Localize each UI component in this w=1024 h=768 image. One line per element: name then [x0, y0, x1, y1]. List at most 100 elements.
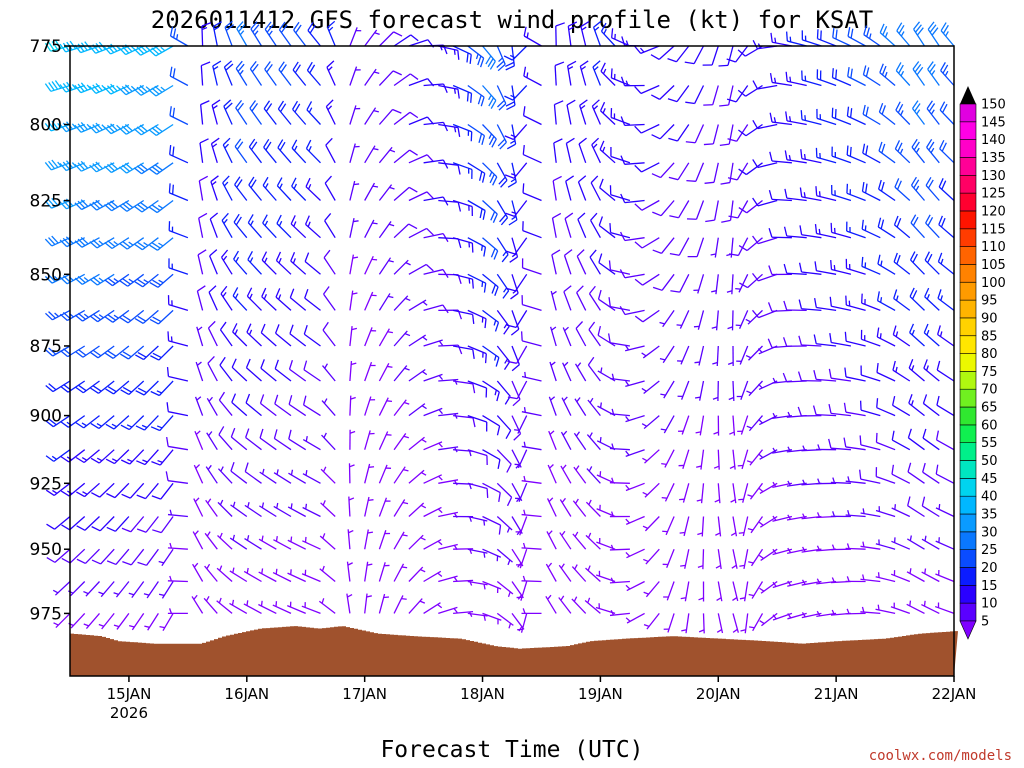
y-tick-label: 775 [30, 37, 62, 57]
wind-barb [348, 496, 355, 517]
wind-barb [89, 161, 115, 173]
wind-barb [845, 576, 866, 583]
wind-barb [607, 333, 631, 347]
wind-barb [467, 345, 487, 364]
wind-barb [167, 331, 189, 347]
wind-barb [423, 602, 443, 614]
wind-barb [620, 155, 645, 165]
wind-barb [166, 436, 189, 451]
wind-barb [105, 380, 130, 395]
wind-barb [259, 468, 277, 484]
wind-barb [735, 310, 749, 329]
wind-barb [907, 428, 925, 451]
wind-barb [260, 359, 277, 382]
wind-barb [643, 581, 660, 598]
wind-barb [698, 581, 705, 602]
wind-barb [91, 548, 115, 565]
wind-barb [516, 581, 528, 601]
wind-barb [503, 45, 528, 61]
wind-barb [287, 601, 306, 614]
wind-barb [801, 546, 822, 553]
wind-barb [52, 581, 71, 596]
wind-barb [274, 324, 292, 347]
wind-barb [44, 120, 71, 132]
colorbar-swatch [959, 567, 977, 586]
wind-barb [148, 84, 174, 97]
wind-barb [136, 482, 159, 500]
wind-barb [772, 412, 792, 420]
wind-barb [877, 254, 896, 275]
wind-barb [496, 345, 511, 370]
wind-barb [45, 482, 71, 497]
wind-barb [121, 482, 145, 499]
colorbar-swatch [959, 246, 977, 265]
wind-barb [831, 146, 852, 164]
wind-barb [578, 137, 587, 164]
wind-barb [364, 496, 374, 517]
colorbar-label: 40 [981, 490, 998, 505]
wind-barb [304, 252, 321, 275]
terrain-fill [70, 626, 958, 676]
wind-barb [168, 183, 189, 202]
wind-barb [667, 85, 690, 103]
wind-barb [845, 509, 866, 518]
wind-barb [752, 235, 778, 245]
wind-barb [831, 68, 852, 87]
wind-barb [828, 438, 851, 451]
wind-barb [680, 581, 690, 602]
wind-barb [609, 443, 630, 451]
colorbar-label: 35 [981, 508, 998, 523]
wind-barb [738, 162, 763, 176]
wind-barb [729, 449, 736, 470]
colorbar-swatch [959, 353, 977, 372]
wind-barb [816, 108, 837, 126]
wind-barb [597, 326, 616, 347]
wind-barb [273, 502, 292, 518]
wind-barb [716, 581, 723, 602]
wind-barb [167, 295, 189, 312]
wind-barb [289, 324, 307, 347]
wind-barb [735, 274, 749, 293]
wind-barb [319, 533, 336, 550]
wind-barb [828, 403, 851, 417]
wind-barb [378, 257, 394, 275]
wind-barb [739, 581, 749, 602]
wind-barb [76, 516, 100, 531]
wind-barb [922, 462, 940, 484]
wind-barb [291, 177, 307, 201]
wind-barb [661, 449, 675, 468]
y-tick-label: 800 [30, 115, 62, 135]
wind-barb [815, 147, 837, 164]
wind-barb [611, 28, 631, 47]
wind-barb [625, 414, 645, 423]
wind-barb [324, 213, 336, 239]
wind-barb [325, 137, 336, 164]
colorbar-label: 15 [981, 579, 998, 594]
wind-barb [925, 214, 940, 239]
wind-barb [423, 339, 444, 347]
wind-barb [306, 61, 321, 86]
wind-barb [573, 465, 587, 484]
wind-barb [378, 562, 390, 582]
wind-barb [364, 219, 378, 238]
wind-barb [620, 193, 645, 204]
wind-barb [482, 237, 499, 260]
wind-barb [113, 581, 130, 598]
wind-barb [660, 380, 675, 399]
colorbar-swatch [959, 210, 977, 230]
wind-barb [816, 444, 837, 451]
wind-barb [152, 516, 174, 534]
wind-barb [135, 380, 159, 396]
wind-barb [134, 199, 159, 213]
wind-barb [276, 177, 292, 201]
wind-barb [562, 326, 572, 347]
wind-barb [302, 503, 321, 518]
credit-link[interactable]: coolwx.com/models [869, 748, 1012, 764]
wind-barb [482, 415, 501, 436]
wind-barb [523, 66, 542, 87]
wind-barb [482, 85, 497, 109]
wind-barb [830, 222, 852, 239]
wind-barb [577, 212, 587, 238]
wind-barb [149, 273, 174, 288]
wind-barb [218, 391, 233, 417]
